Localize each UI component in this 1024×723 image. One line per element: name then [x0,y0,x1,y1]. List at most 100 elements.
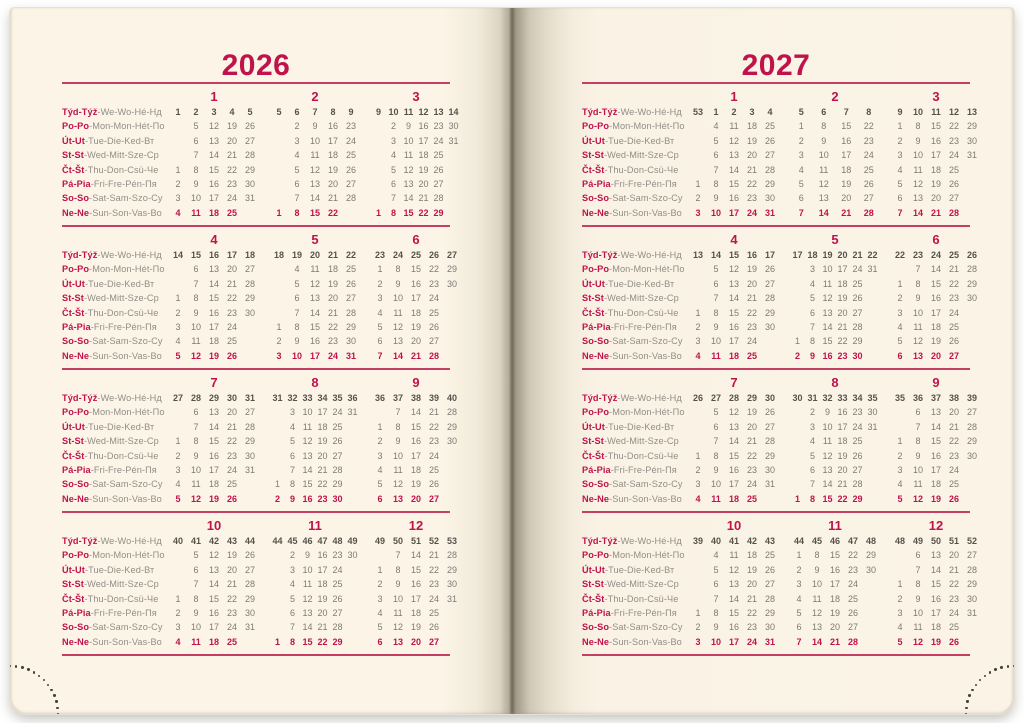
date-cell: 28 [244,278,255,289]
week-number-cell: 25 [948,250,959,260]
date-cell: 24 [948,307,959,318]
date-cell: 17 [728,479,739,490]
date-cell: 12 [302,436,313,447]
sunday-date-cell [963,492,981,507]
date-cell: 29 [244,293,255,304]
day-label: Po-Po-Mon-Mon-Hét-По [582,405,684,419]
month-header-row: 10 11 12 [582,513,970,534]
date-cell: 24 [345,135,356,146]
month-block-row: 27 28 29 30 31 [169,391,259,405]
sunday-date-cell: 20 [930,350,941,361]
month-block-row: 2 9 16 23 30 [371,277,461,291]
date-cell: 27 [948,193,959,204]
day-row: Pá-Pia-Fri-Fre-Pén-Пя 1 8 15 22 29 5 12 19 26 5 12 1… [582,177,970,191]
week-number-cell: 28 [728,393,739,403]
month-block-row: 1 8 15 22 29 [371,262,461,276]
date-cell [862,620,880,635]
date-cell: 30 [244,450,255,461]
corner-perforation-dot [10,664,12,668]
month-number: 2 [311,89,319,105]
date-cell: 16 [728,622,739,633]
date-cell: 29 [764,178,775,189]
month-block-row: 5 12 19 26 [270,434,360,448]
date-cell: 12 [392,321,403,332]
day-label-translations: -Sun-Son-Vas-Во [609,636,682,647]
date-cell: 22 [948,278,959,289]
date-cell: 19 [226,550,237,561]
date-cell [443,620,461,635]
date-cell: 29 [332,479,343,490]
month-block-row: 5 12 19 26 [270,592,360,606]
week-number-cell: 1 [175,107,181,117]
date-cell: 4 [175,479,181,490]
date-cell: 16 [930,593,941,604]
day-label-local: Po-Po [582,550,610,561]
day-label: Čt-Št-Thu-Don-Csü-Че [582,592,678,606]
date-cell: 25 [428,607,439,618]
sunday-date-cell: 12 [190,350,201,361]
month-block-row: 6 13 20 27 [169,134,259,148]
corner-perforation-dot [1000,666,1003,669]
day-label: Ne-Ne-Sun-Son-Vas-Во [582,206,682,220]
date-cell: 26 [428,479,439,490]
sunday-date-cell: 17 [728,207,739,218]
date-cell: 1 [897,278,903,289]
date-cell: 15 [930,278,941,289]
date-cell: 4 [390,150,396,161]
sunday-date-cell: 12 [190,493,201,504]
date-cell: 6 [713,421,719,432]
day-label-local: St-St [62,579,84,590]
date-cell: 24 [332,407,343,418]
sunday-date-cell: 7 [796,636,802,647]
week-number-cell: 3 [211,107,217,117]
date-cell: 21 [428,550,439,561]
date-cell: 27 [428,336,439,347]
month-block-row: 1 8 15 22 29 [891,577,981,591]
date-cell: 9 [395,579,401,590]
sunday-date-cell [241,635,259,650]
sunday-date-cell: 5 [175,350,181,361]
date-cell: 18 [829,593,840,604]
sunday-date-cell: 6 [377,493,383,504]
day-label-local: Pá-Pia [62,178,91,189]
corner-perforation-dot [974,683,978,686]
month-block-row: 7 14 21 28 [891,420,981,434]
date-cell [790,262,805,277]
date-cell: 2 [695,622,701,633]
month-block-row: 3 10 17 24 31 [169,620,259,634]
date-cell: 12 [728,407,739,418]
day-label: St-St-Wed-Mitt-Sze-Ср [62,577,159,591]
date-cell: 7 [915,564,921,575]
date-cell: 24 [226,321,237,332]
date-cell: 3 [175,193,181,204]
sunday-date-cell: 8 [390,207,396,218]
month-block-row: 6 13 20 27 [790,191,880,205]
date-cell: 8 [193,164,199,175]
month-block-row: 2 9 16 23 30 [270,548,360,562]
date-cell: 4 [713,121,719,132]
date-cell: 17 [930,607,941,618]
week-number-cell: 40 [172,536,183,546]
date-cell: 27 [764,278,775,289]
month-block-row: 5 12 19 26 [270,277,360,291]
month-block-row: 7 14 21 28 [371,191,461,205]
month-block-row: 2 9 16 23 30 [689,320,779,334]
month-block-row: 5 12 19 26 [689,262,779,276]
date-cell: 7 [395,407,401,418]
date-cell: 1 [695,307,701,318]
date-cell: 15 [410,421,421,432]
date-cell: 23 [863,135,874,146]
date-cell [345,449,360,464]
date-cell: 24 [226,193,237,204]
day-label: So-So-Sat-Sam-Szo-Су [582,334,682,348]
sunday-date-cell: 13 [912,350,923,361]
date-cell: 11 [913,164,923,175]
week-number-cell: 9 [897,107,903,117]
week-number-cell: 11 [931,107,941,117]
date-cell: 14 [930,564,941,575]
month-number: 3 [412,89,420,105]
month-block-row: 49 50 51 52 53 [371,534,461,548]
day-label-local: So-So [582,193,610,204]
week-number-cell: 4 [767,107,773,117]
date-cell: 6 [796,622,802,633]
